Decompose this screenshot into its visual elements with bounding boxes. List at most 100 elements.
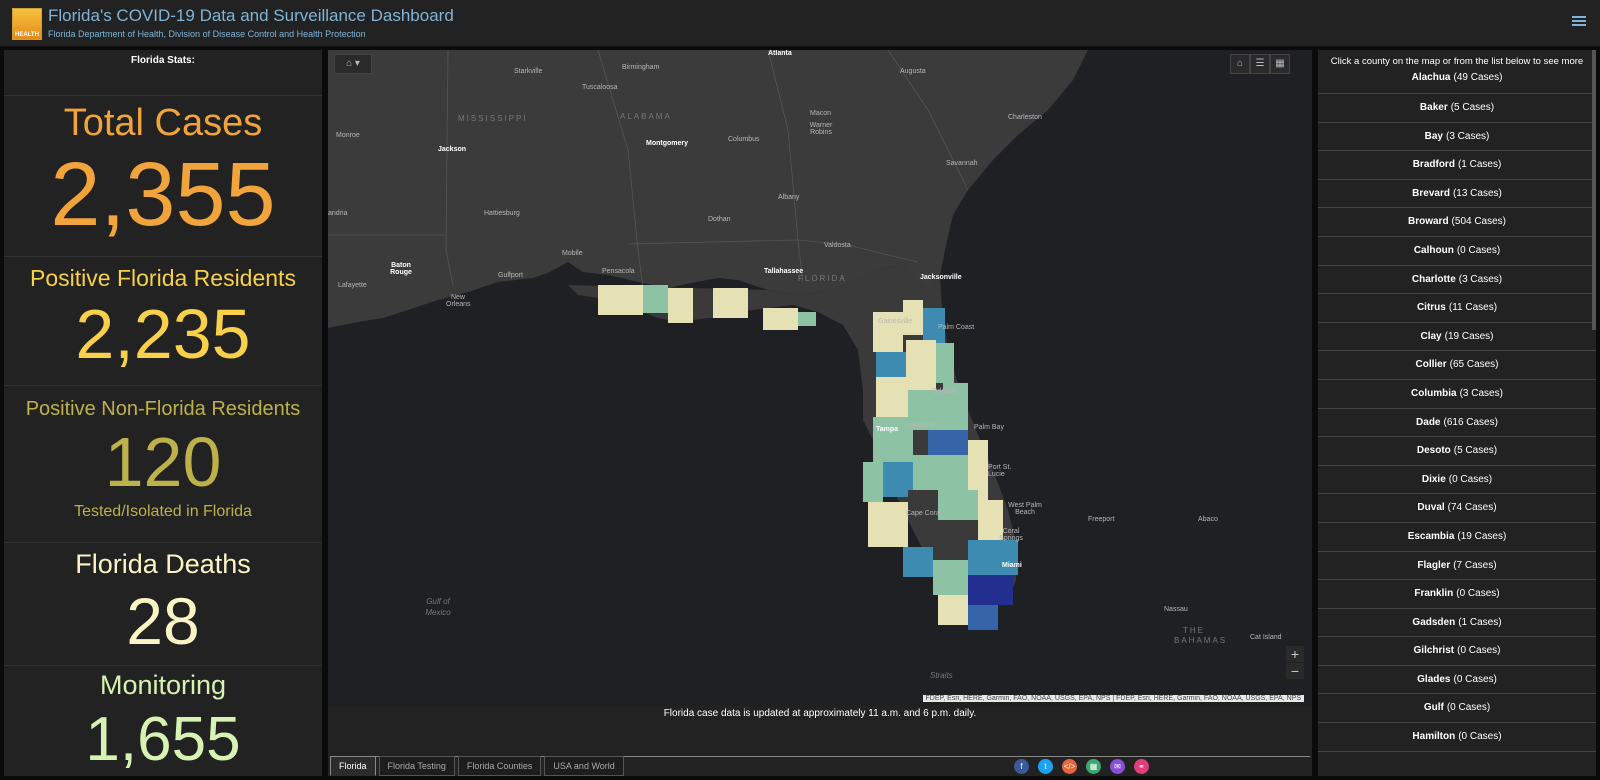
embed-icon[interactable]: </> — [1062, 759, 1077, 774]
map-label-savannah: Savannah — [946, 160, 978, 167]
county-case-count: (5 Cases) — [1453, 445, 1498, 457]
county-list-item[interactable]: Bay (3 Cases) — [1318, 123, 1596, 152]
county-list-item[interactable]: Gilchrist (0 Cases) — [1318, 637, 1596, 666]
residents-value: 2,235 — [75, 295, 251, 373]
map-label-jackson: Jackson — [438, 146, 467, 153]
county-list-item[interactable]: Hamilton (0 Cases) — [1318, 723, 1596, 752]
map-canvas[interactable] — [328, 50, 1312, 706]
hamburger-menu-icon[interactable] — [1572, 14, 1586, 30]
county-name: Charlotte — [1411, 273, 1456, 285]
legend-button[interactable]: ☰ — [1250, 54, 1270, 74]
basemap-button[interactable]: ▦ — [1270, 54, 1290, 74]
county-name: Brevard — [1412, 187, 1450, 199]
county-list-item[interactable]: Brevard (13 Cases) — [1318, 180, 1596, 209]
county-case-count: (0 Cases) — [1448, 473, 1493, 485]
florida-map[interactable]: Atlanta Starkville Birmingham Augusta Tu… — [328, 50, 1312, 706]
tab-usa-world[interactable]: USA and World — [544, 756, 624, 776]
map-label-atlanta: Atlanta — [768, 50, 792, 57]
tab-florida[interactable]: Florida — [330, 756, 376, 776]
grid-icon: ▦ — [1275, 58, 1285, 69]
county-case-count: (0 Cases) — [1457, 645, 1501, 657]
map-label-lafayette: Lafayette — [338, 282, 367, 289]
monitoring-card: Monitoring 1,655 — [4, 666, 322, 776]
map-label-mobile: Mobile — [562, 250, 583, 257]
county-name: Dixie — [1421, 473, 1446, 485]
county-list-item[interactable]: Franklin (0 Cases) — [1318, 580, 1596, 609]
zoom-out-button[interactable]: − — [1286, 663, 1304, 679]
map-label-orlando: Orlando — [932, 388, 957, 395]
tab-divider — [330, 756, 1310, 757]
county-list-item[interactable]: Bradford (1 Cases) — [1318, 151, 1596, 180]
deaths-value: 28 — [126, 584, 200, 658]
county-list-item[interactable]: Calhoun (0 Cases) — [1318, 237, 1596, 266]
county-list-item[interactable]: Escambia (19 Cases) — [1318, 523, 1596, 552]
twitter-icon[interactable]: t — [1038, 759, 1053, 774]
county-name: Gulf — [1423, 702, 1444, 714]
county-case-count: (0 Cases) — [1456, 244, 1501, 256]
tab-florida-counties[interactable]: Florida Counties — [457, 756, 542, 776]
county-name: Gadsden — [1412, 616, 1456, 628]
map-label-westpalm: West Palm Beach — [1008, 502, 1042, 516]
map-label-tallahassee: Tallahassee — [764, 268, 804, 275]
county-case-count: (3 Cases) — [1446, 130, 1490, 142]
share-bar: f t </> ▦ ✉ ⚭ — [1014, 756, 1158, 774]
map-label-abaco: Abaco — [1198, 516, 1218, 523]
map-label-starkville: Starkville — [514, 68, 543, 75]
map-label-palmcoast: Palm Coast — [938, 324, 975, 331]
map-attribution: FDEP, Esri, HERE, Garmin, FAO, NOAA, USG… — [922, 695, 1304, 702]
county-list-item[interactable]: Dixie (0 Cases) — [1318, 466, 1596, 495]
county-name: Collier — [1415, 359, 1447, 371]
county-list-item[interactable]: Collier (65 Cases) — [1318, 351, 1596, 380]
county-name: Bradford — [1412, 159, 1455, 171]
home-icon: ⌂ — [1236, 58, 1244, 69]
zoom-in-button[interactable]: + — [1286, 646, 1304, 662]
county-name: Duval — [1417, 502, 1445, 514]
county-list-item[interactable]: Duval (74 Cases) — [1318, 494, 1596, 523]
email-icon[interactable]: ✉ — [1110, 759, 1125, 774]
county-list-item[interactable]: Charlotte (3 Cases) — [1318, 266, 1596, 295]
total-cases-card: Total Cases 2,355 — [4, 96, 322, 257]
map-label-tuscaloosa: Tuscaloosa — [582, 84, 618, 91]
total-cases-value: 2,355 — [50, 145, 276, 245]
map-bookmarks-button[interactable]: ⌂ ▾ — [334, 54, 372, 74]
map-label-gulf: Gulf of Mexico — [425, 597, 451, 617]
county-list-item[interactable]: Glades (0 Cases) — [1318, 666, 1596, 695]
fl-health-logo: HEALTH — [12, 8, 42, 40]
county-case-count: (7 Cases) — [1453, 559, 1497, 571]
map-label-warner: Warner Robins — [809, 122, 833, 136]
county-list-panel: Click a county on the map or from the li… — [1318, 50, 1596, 776]
county-list-item[interactable]: Gulf (0 Cases) — [1318, 694, 1596, 724]
deaths-label: Florida Deaths — [75, 549, 251, 579]
county-case-count: (65 Cases) — [1449, 359, 1499, 371]
county-list-scrollbar[interactable] — [1592, 50, 1596, 330]
county-name: Escambia — [1407, 530, 1455, 542]
facebook-icon[interactable]: f — [1014, 759, 1029, 774]
county-list-item[interactable]: Flagler (7 Cases) — [1318, 552, 1596, 581]
county-list-item[interactable]: Broward (504 Cases) — [1318, 208, 1596, 237]
county-case-count: (19 Cases) — [1444, 330, 1494, 342]
county-list-item[interactable]: Gadsden (1 Cases) — [1318, 609, 1596, 638]
home-button[interactable]: ⌂ — [1230, 54, 1250, 74]
county-case-count: (13 Cases) — [1452, 187, 1502, 199]
county-list-item[interactable]: Baker (5 Cases) — [1318, 94, 1596, 123]
county-list-item[interactable]: Clay (19 Cases) — [1318, 323, 1596, 352]
county-list: Alachua (49 Cases) Baker (5 Cases) Bay (3 Cas… — [1318, 70, 1596, 752]
county-list-item[interactable]: Desoto (5 Cases) — [1318, 437, 1596, 466]
county-list-hint: Click a county on the map or from the li… — [1330, 56, 1584, 67]
county-list-item[interactable]: Columbia (3 Cases) — [1318, 380, 1596, 409]
county-list-item[interactable]: Citrus (11 Cases) — [1318, 294, 1596, 323]
map-label-freeport: Freeport — [1088, 516, 1115, 523]
total-cases-label: Total Cases — [63, 102, 263, 144]
map-label-mississippi: MISSISSIPPI — [458, 114, 528, 123]
deaths-card: Florida Deaths 28 — [4, 543, 322, 666]
tab-florida-testing[interactable]: Florida Testing — [378, 756, 455, 776]
link-icon[interactable]: ⚭ — [1134, 759, 1149, 774]
update-note: Florida case data is updated at approxim… — [663, 708, 977, 719]
county-list-item[interactable]: Alachua (49 Cases) — [1318, 70, 1596, 94]
county-name: Baker — [1419, 102, 1448, 113]
monitoring-value: 1,655 — [85, 705, 241, 774]
county-list-item[interactable]: Dade (616 Cases) — [1318, 409, 1596, 438]
qr-code-icon[interactable]: ▦ — [1086, 759, 1101, 774]
page-title: Florida's COVID-19 Data and Surveillance… — [48, 6, 454, 25]
map-label-coral: Coral Springs — [999, 528, 1023, 542]
